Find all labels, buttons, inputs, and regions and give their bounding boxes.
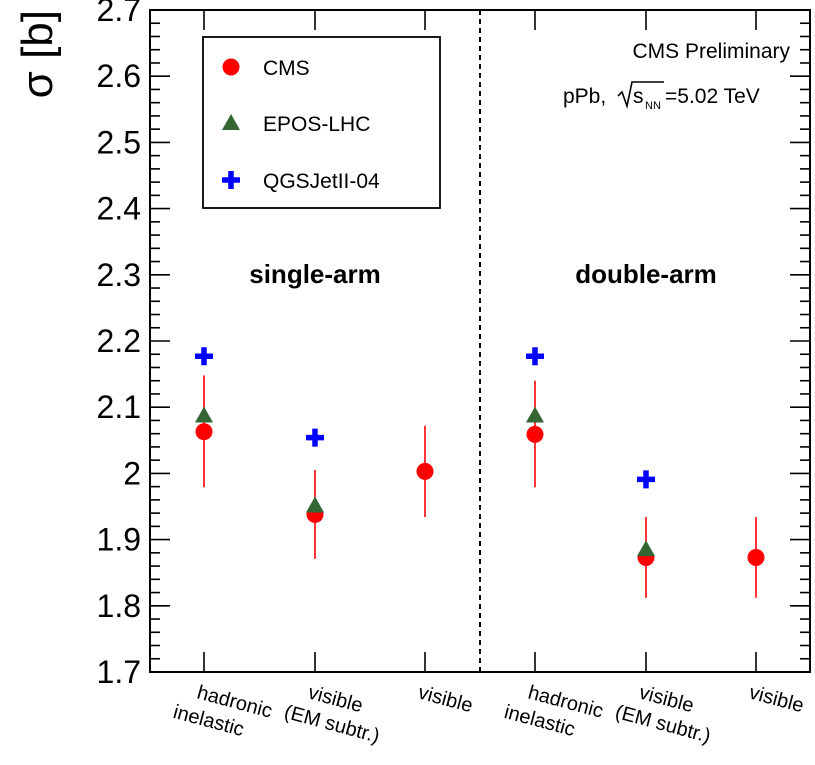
legend: CMS EPOS-LHC QGSJetII-04 [202, 36, 441, 209]
qgsjet-point [195, 347, 213, 366]
y-tick-label: 2.7 [97, 0, 141, 28]
x-category-label: visible [747, 682, 806, 718]
legend-label-epos: EPOS-LHC [263, 113, 370, 136]
y-tick-label: 2.5 [97, 124, 141, 160]
cms-point [195, 423, 213, 441]
group-label-double: double-arm [575, 259, 717, 289]
annotation-energy: pPb, s NN =5.02 TeV [563, 81, 760, 112]
y-tick-label: 1.8 [97, 588, 141, 624]
legend-box [202, 36, 441, 209]
y-axis-ticks [150, 9, 810, 673]
qgsjet-point [637, 470, 655, 489]
x-category-label: visible(EM subtr.) [282, 682, 382, 748]
y-axis-label: σ [b] [13, 10, 62, 98]
data-points [195, 347, 765, 598]
annotation-prefix: pPb, [563, 85, 606, 108]
x-category-label: visible(EM subtr.) [613, 682, 713, 748]
y-tick-label: 2.3 [97, 257, 141, 293]
sqrt-sign [617, 81, 664, 109]
cms-point [526, 425, 544, 443]
epos-point [306, 496, 324, 513]
group-label-single: single-arm [249, 259, 381, 289]
cms-point [416, 462, 434, 480]
y-tick-label: 1.7 [97, 654, 141, 690]
legend-marker-qgsjet [222, 171, 240, 189]
qgsjet-point [526, 347, 544, 366]
y-tick-label: 2 [123, 455, 141, 491]
annotation-sqrt-sub: NN [645, 100, 661, 112]
legend-marker-epos [222, 114, 240, 130]
annotation-suffix: =5.02 TeV [665, 85, 760, 108]
x-category-label: visible [416, 682, 475, 718]
y-tick-label: 2.1 [97, 389, 141, 425]
qgsjet-point [306, 428, 324, 447]
annotation-sqrt-s: s [633, 85, 644, 108]
y-tick-label: 2.2 [97, 323, 141, 359]
y-tick-labels: 1.7 1.8 1.9 2 2.1 2.2 2.3 2.4 2.5 2.6 2.7 [97, 0, 141, 690]
epos-point [526, 406, 544, 423]
y-tick-label: 2.4 [97, 191, 141, 227]
y-tick-label: 2.6 [97, 58, 141, 94]
epos-point [195, 406, 213, 423]
y-tick-label: 1.9 [97, 522, 141, 558]
epos-point [637, 540, 655, 557]
legend-marker-cms [222, 58, 240, 76]
x-category-line1: visible [416, 682, 475, 718]
legend-label-qgsjet: QGSJetII-04 [263, 170, 380, 193]
cms-point [747, 548, 765, 566]
x-category-line1: visible [747, 682, 806, 718]
legend-label-cms: CMS [263, 57, 310, 80]
annotation-cms-preliminary: CMS Preliminary [632, 40, 790, 63]
